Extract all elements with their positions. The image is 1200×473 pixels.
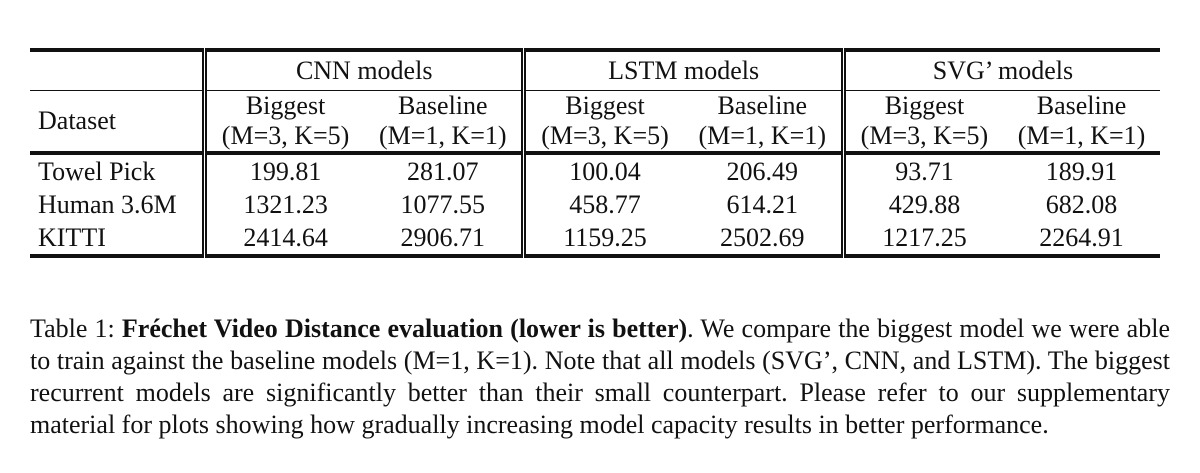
subheader-cnn-baseline: Baseline (M=1, K=1) [364,90,524,153]
best-value-cell: 1159.25 [521,221,684,258]
caption-body: . We compare the biggest model we were a… [30,314,1170,439]
subheader-config: (M=1, K=1) [698,121,826,150]
value-cell: 458.77 [521,188,684,221]
table-row: Towel Pick 199.81 281.07 100.04 206.49 9… [30,151,1160,188]
results-table: CNN models LSTM models SVG’ models Datas… [30,48,1160,258]
value-cell: 206.49 [683,151,844,188]
value-cell: 189.91 [1003,151,1160,188]
value-cell: 2414.64 [201,221,365,258]
best-value-cell: 93.71 [840,151,1004,188]
dataset-cell: Human 3.6M [38,189,177,219]
value-cell: 2502.69 [683,221,844,258]
value-cell: 199.81 [201,151,365,188]
subheader-name: Baseline [1036,91,1127,120]
dataset-header: Dataset [30,90,205,153]
dataset-cell: Towel Pick [30,151,205,188]
table-caption: Table 1: Fréchet Video Distance evaluati… [30,313,1170,441]
value-cell: 100.04 [521,151,684,188]
subheader-name: Biggest [884,91,965,120]
subheader-name: Baseline [717,91,807,120]
group-header-row: CNN models LSTM models SVG’ models [30,48,1160,91]
subheader-name: Biggest [565,91,645,120]
subheader-config: (M=3, K=5) [541,121,669,150]
subheader-config: (M=1, K=1) [1017,121,1146,150]
subheader-config: (M=3, K=5) [860,121,989,150]
subheader-cnn-biggest: Biggest (M=3, K=5) [201,90,365,153]
subheader-lstm-baseline: Baseline (M=1, K=1) [683,90,844,153]
empty-corner-cell [30,48,205,91]
group-header-svg: SVG’ models [840,48,1160,91]
caption-label: Table 1: [30,314,122,343]
value-cell: 1217.25 [840,221,1004,258]
table-row: KITTI 2414.64 2906.71 1159.25 2502.69 12… [30,221,1160,258]
subheader-name: Biggest [245,91,326,120]
dataset-cell: KITTI [30,221,205,258]
subheader-lstm-biggest: Biggest (M=3, K=5) [521,90,684,153]
value-cell: 682.08 [1045,189,1118,219]
subheader-svg-baseline: Baseline (M=1, K=1) [1003,90,1160,153]
value-cell: 614.21 [726,189,798,219]
table-row: Human 3.6M 1321.23 1077.55 458.77 614.21… [30,188,1160,221]
value-cell: 1321.23 [201,188,365,221]
subheader-row: Dataset Biggest (M=3, K=5) Baseline (M=1… [30,90,1160,153]
value-cell: 1077.55 [400,189,486,219]
subheader-config: (M=3, K=5) [221,121,350,150]
value-cell: 281.07 [364,151,524,188]
subheader-svg-biggest: Biggest (M=3, K=5) [840,90,1004,153]
value-cell: 2264.91 [1003,221,1160,258]
subheader-config: (M=1, K=1) [379,121,507,150]
value-cell: 2906.71 [364,221,524,258]
group-header-cnn: CNN models [201,48,524,91]
group-header-lstm: LSTM models [521,48,844,91]
best-value-cell: 429.88 [840,188,1004,221]
caption-title: Fréchet Video Distance evaluation (lower… [121,314,688,343]
subheader-name: Baseline [398,91,488,120]
